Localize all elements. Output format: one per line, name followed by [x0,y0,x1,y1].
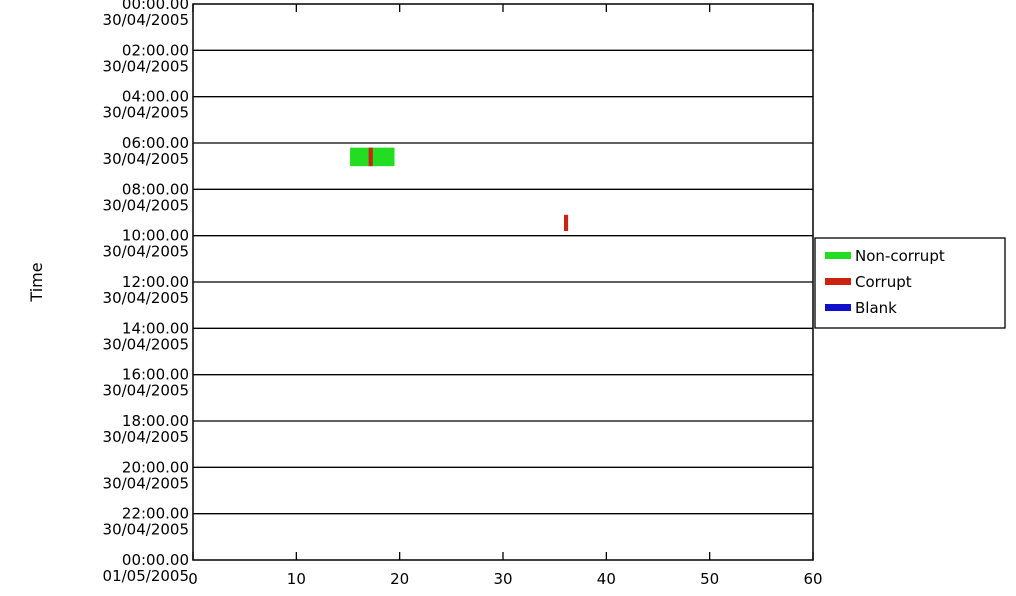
legend-label: Blank [855,299,897,317]
y-tick-time: 20:00.00 [122,458,189,476]
x-tick-label: 10 [287,570,306,588]
segment-corrupt [368,147,373,167]
y-tick-time: 00:00.00 [122,0,189,13]
x-tick-label: 60 [803,570,822,588]
y-axis: 00:00.0030/04/200502:00.0030/04/200504:0… [103,0,189,585]
y-tick-date: 30/04/2005 [103,11,189,29]
legend-swatch [825,252,851,259]
x-tick-label: 20 [390,570,409,588]
y-tick-time: 22:00.00 [122,505,189,523]
y-tick-date: 30/04/2005 [103,335,189,353]
y-axis-label: Time [27,262,46,302]
y-tick-time: 02:00.00 [122,41,189,59]
y-tick-time: 18:00.00 [122,412,189,430]
y-tick-date: 30/04/2005 [103,521,189,539]
y-tick-date: 30/04/2005 [103,382,189,400]
legend: Non-corrupt Corrupt Blank [814,237,1006,329]
y-tick-date: 30/04/2005 [103,428,189,446]
y-tick-date: 30/04/2005 [103,57,189,75]
y-tick-date: 30/04/2005 [103,150,189,168]
y-tick-date: 30/04/2005 [103,104,189,122]
data-segments [350,147,569,232]
gridlines [193,49,813,515]
x-axis: 0 10 20 30 40 50 60 [188,4,823,588]
y-tick-date: 30/04/2005 [103,474,189,492]
legend-label: Non-corrupt [855,247,945,265]
y-tick-time: 04:00.00 [122,88,189,106]
legend-label: Corrupt [855,273,912,291]
y-tick-date: 01/05/2005 [103,567,189,585]
legend-swatch [825,304,851,311]
y-tick-time: 00:00.00 [122,551,189,569]
y-tick-date: 30/04/2005 [103,243,189,261]
legend-swatch [825,278,851,285]
segment-corrupt [563,214,569,232]
x-tick-label: 40 [597,570,616,588]
y-tick-time: 12:00.00 [122,273,189,291]
x-tick-label: 30 [493,570,512,588]
x-tick-label: 50 [700,570,719,588]
y-tick-date: 30/04/2005 [103,196,189,214]
y-tick-date: 30/04/2005 [103,289,189,307]
y-tick-time: 08:00.00 [122,180,189,198]
y-tick-time: 16:00.00 [122,366,189,384]
y-tick-time: 06:00.00 [122,134,189,152]
y-tick-time: 10:00.00 [122,227,189,245]
x-tick-label: 0 [188,570,198,588]
y-tick-time: 14:00.00 [122,319,189,337]
